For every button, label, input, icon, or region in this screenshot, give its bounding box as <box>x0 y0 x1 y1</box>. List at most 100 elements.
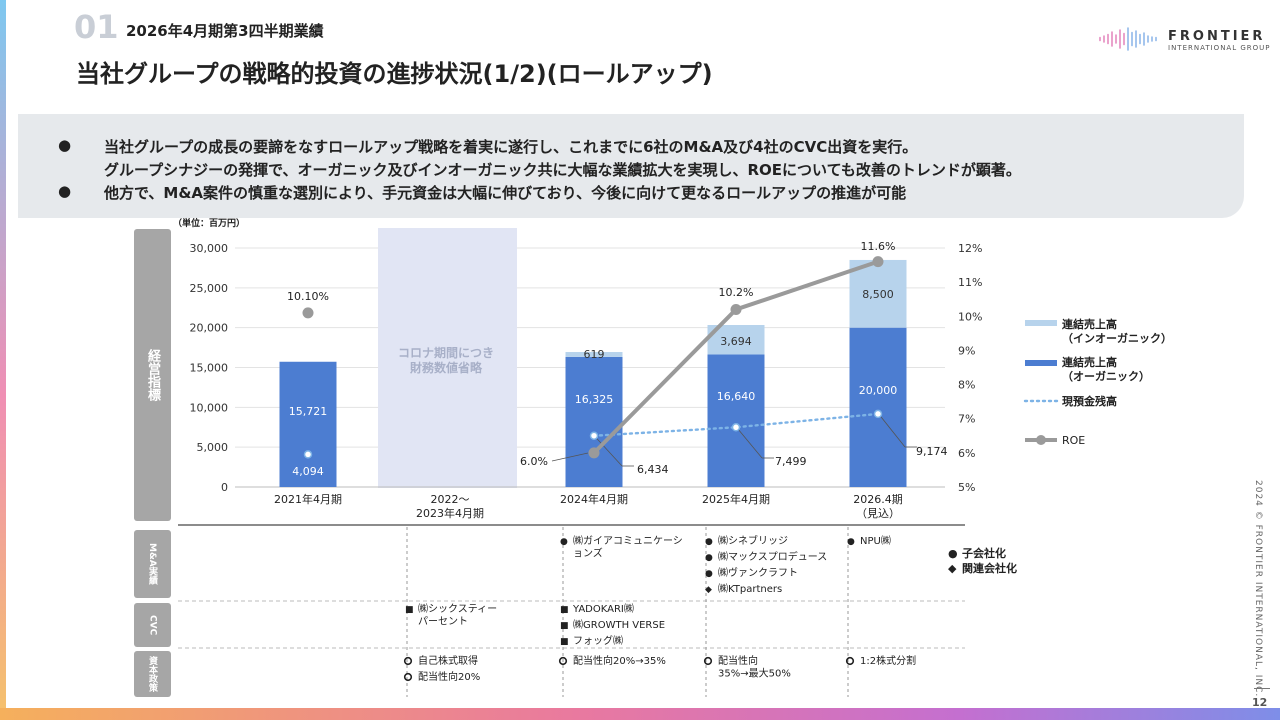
bottom-gradient-bar <box>0 708 1280 720</box>
left-axis-tick-label: 25,000 <box>190 282 229 295</box>
ma-event: ㈱ガイアコミュニケーションズ <box>573 535 683 560</box>
logo-subtitle: INTERNATIONAL GROUP <box>1168 44 1271 52</box>
page-number: 12 <box>1252 696 1268 709</box>
bullet-mark: ● <box>58 182 72 200</box>
right-axis-tick-label: 12% <box>958 242 982 255</box>
bullet-1-line-1: 当社グループの成長の要諦をなすロールアップ戦略を着実に遂行し、これまでに6社のM… <box>104 138 918 156</box>
bar-organic <box>707 354 765 487</box>
bullet-1-line-2: グループシナジーの発揮で、オーガニック及びインオーガニック共に大幅な業績拡大を実… <box>104 161 1021 179</box>
cvc-icon: ■ <box>560 637 569 647</box>
cvc-event: YADOKARI㈱ <box>572 603 634 615</box>
right-axis-tick-label: 10% <box>958 310 982 323</box>
bar-inorganic <box>849 259 907 328</box>
capital-policy-icon <box>703 656 713 666</box>
cash-label: 7,499 <box>775 455 807 468</box>
logo-name: FRONTIER <box>1168 29 1266 44</box>
legend-swatch-organic <box>1025 360 1057 366</box>
bar-inorganic <box>565 352 623 357</box>
left-axis-tick-label: 0 <box>221 481 228 494</box>
cvc-event: ㈱シックスティーパーセント <box>418 603 497 628</box>
cvc-icon: ■ <box>560 605 569 615</box>
capital-policy-icon <box>403 656 413 666</box>
covid-note: コロナ期間につき財務数値省略 <box>398 345 494 375</box>
logo-wave-icon <box>1099 27 1157 51</box>
ma-event: ㈱シネブリッジ <box>718 534 788 547</box>
right-axis-tick-label: 8% <box>958 379 975 392</box>
bar-organic-label: 15,721 <box>289 405 328 418</box>
roe-label: 10.10% <box>287 290 329 303</box>
ma-event: NPU㈱ <box>860 535 891 547</box>
event-legend-label: 子会社化 <box>962 546 1006 560</box>
right-axis-tick-label: 9% <box>958 344 975 357</box>
ma-event: ㈱KTpartners <box>718 583 782 595</box>
roe-marker <box>588 447 600 459</box>
left-axis-tick-label: 10,000 <box>190 401 229 414</box>
subsidiary-icon: ● <box>560 537 568 547</box>
bar-organic <box>849 327 907 487</box>
section-title: 2026年4月期第3四半期業績 <box>126 22 324 40</box>
cvc-icon: ■ <box>405 605 414 615</box>
bar-organic-label: 16,640 <box>717 390 756 403</box>
event-legend-label: 関連会社化 <box>962 561 1017 575</box>
covid-period-band <box>378 228 517 488</box>
unit-label: （単位：百万円） <box>173 217 245 229</box>
bullet-2-line-1: 他方で、M&A案件の慎重な選別により、手元資金は大幅に伸びており、今後に向けて更… <box>104 184 907 202</box>
capital-policy-icon <box>403 672 413 682</box>
cash-marker <box>731 423 741 432</box>
right-axis-tick-label: 11% <box>958 276 982 289</box>
bar-organic <box>565 356 623 487</box>
capital-event: 配当性向 35%→最大50% <box>718 654 791 680</box>
left-gradient-bar <box>0 0 6 720</box>
category-label: 2021年4月期 <box>274 492 342 506</box>
right-axis-tick-label: 5% <box>958 481 975 494</box>
left-axis-tick-label: 15,000 <box>190 362 229 375</box>
legend-swatch-roe-marker <box>1036 435 1046 445</box>
copyright-vertical: 2024 © FRONTIER INTERNATIONAL, INC. <box>1253 480 1263 698</box>
legend-label-inorganic: 連結売上高（インオーガニック） <box>1062 317 1172 345</box>
affiliate-icon: ◆ <box>705 585 712 595</box>
ma-event: ㈱マックスプロデュース <box>718 550 827 563</box>
left-axis-tick-label: 30,000 <box>190 242 229 255</box>
legend-swatch-inorganic <box>1025 320 1057 326</box>
category-label: 2022～ 2023年4月期 <box>416 493 484 520</box>
roe-label: 10.2% <box>719 286 754 299</box>
left-axis-tick-label: 20,000 <box>190 322 229 335</box>
bar-organic-label: 16,325 <box>575 393 614 406</box>
roe-marker <box>730 303 742 315</box>
cash-leader-line <box>880 416 906 448</box>
roe-label: 11.6% <box>861 240 896 253</box>
category-label: 2024年4月期 <box>560 492 628 506</box>
subsidiary-icon: ● <box>705 569 713 579</box>
cvc-event: フォッグ㈱ <box>573 634 623 647</box>
cvc-event: ㈱GROWTH VERSE <box>573 619 665 631</box>
affiliate-legend-icon: ◆ <box>948 562 957 575</box>
side-label-capital: 資本政策 <box>134 651 171 697</box>
subsidiary-icon: ● <box>705 537 713 547</box>
legend-label-roe: ROE <box>1062 434 1085 447</box>
cash-line <box>592 412 880 437</box>
capital-policy-icon <box>845 656 855 666</box>
roe-marker <box>302 307 314 319</box>
capital-policy-icon <box>558 656 568 666</box>
roe-leader-line <box>551 452 589 462</box>
cash-marker <box>873 409 883 419</box>
roe-label: 6.0% <box>520 455 548 468</box>
bullet-mark: ● <box>58 136 72 154</box>
bar-inorganic-label: 619 <box>584 348 605 361</box>
category-label: 2026.4期（見込） <box>853 493 903 520</box>
cash-label: 6,434 <box>637 463 669 476</box>
legend-label-organic: 連結売上高（オーガニック） <box>1062 355 1150 383</box>
cash-marker <box>589 431 599 440</box>
capital-event: 配当性向20% <box>418 670 480 683</box>
summary-box <box>18 114 1244 218</box>
roe-marker <box>872 256 884 268</box>
cash-label: 9,174 <box>916 445 948 458</box>
subsidiary-legend-icon: ● <box>948 547 958 560</box>
capital-event: 配当性向20%→35% <box>573 654 666 667</box>
left-axis-tick-label: 5,000 <box>197 441 229 454</box>
category-label: 2025年4月期 <box>702 492 770 506</box>
cash-label: 4,094 <box>292 465 324 478</box>
page-number-rule <box>1254 688 1270 689</box>
bar-inorganic-label: 8,500 <box>862 288 894 301</box>
cash-marker <box>303 450 313 459</box>
